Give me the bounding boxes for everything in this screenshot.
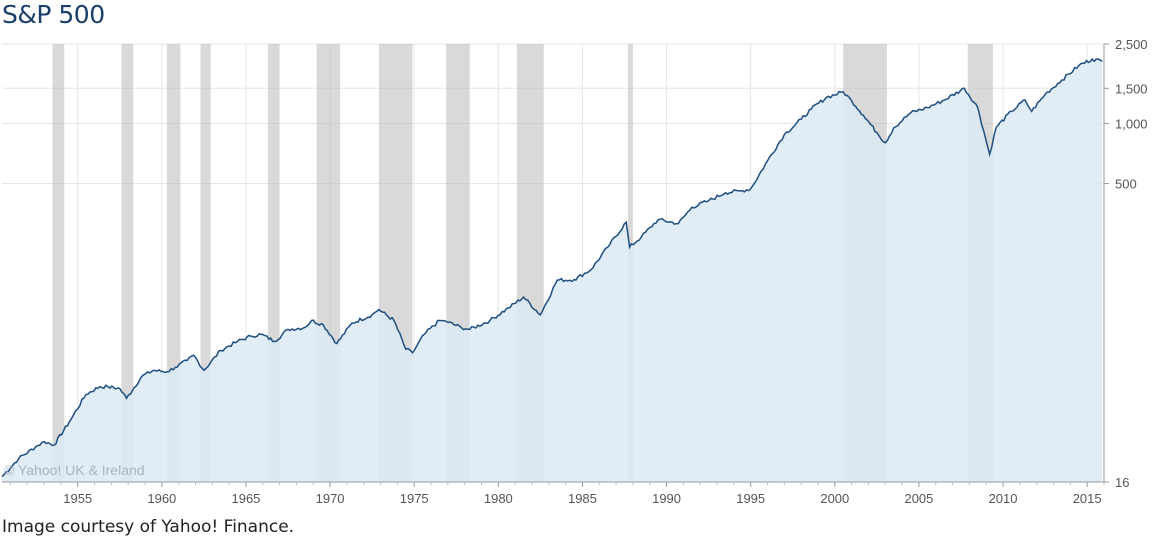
image-caption: Image courtesy of Yahoo! Finance. xyxy=(2,517,295,537)
x-tick-label: 1980 xyxy=(484,491,513,506)
y-tick-label: 1,000 xyxy=(1115,116,1148,131)
chart-title: S&P 500 xyxy=(2,0,105,29)
x-tick-label: 1975 xyxy=(400,491,429,506)
x-tick-label: 2010 xyxy=(989,491,1018,506)
recession-band xyxy=(200,44,211,482)
y-tick-label: 2,500 xyxy=(1115,37,1148,52)
x-tick-label: 2005 xyxy=(904,491,933,506)
x-tick-label: 1965 xyxy=(231,491,260,506)
x-tick-label: 1985 xyxy=(568,491,597,506)
recession-band xyxy=(267,44,280,482)
series-layer xyxy=(1,57,1103,482)
x-tick-label: 1960 xyxy=(147,491,176,506)
y-tick-label: 500 xyxy=(1115,177,1137,192)
recession-band xyxy=(121,44,134,482)
x-tick-label: 2000 xyxy=(820,491,849,506)
x-tick-label: 1955 xyxy=(63,491,92,506)
y-tick-label: 1,500 xyxy=(1115,81,1148,96)
recession-band xyxy=(52,44,65,482)
x-tick-label: 1970 xyxy=(316,491,345,506)
x-tick-label: 2015 xyxy=(1073,491,1102,506)
watermark-text: © Yahoo! UK & Ireland xyxy=(4,462,145,478)
series-line xyxy=(1,57,1103,478)
series-area xyxy=(2,59,1103,482)
y-tick-label: 16 xyxy=(1115,475,1129,490)
x-tick-label: 1995 xyxy=(736,491,765,506)
x-tick-label: 1990 xyxy=(652,491,681,506)
axis-layer: 1955 1960 1965 1970 1975 1980 1985 1990 1995 2000… xyxy=(2,37,1148,506)
